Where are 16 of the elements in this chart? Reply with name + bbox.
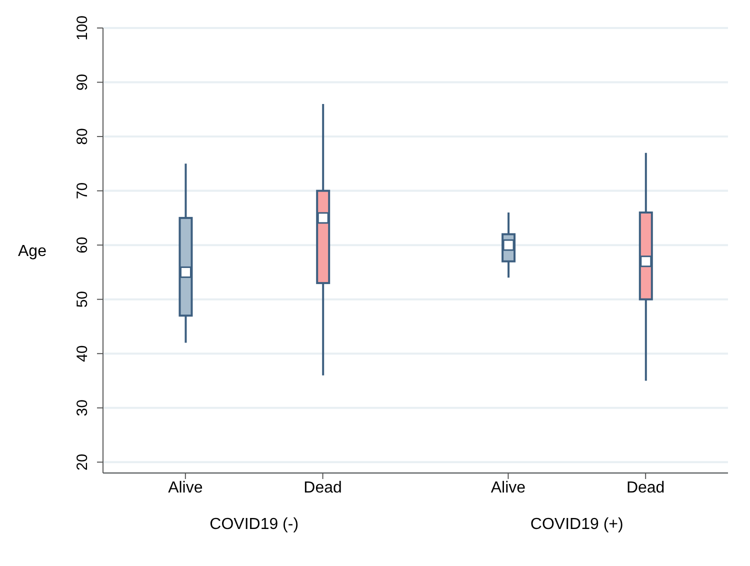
y-tick-label: 50 [74, 291, 91, 308]
y-tick-label: 70 [74, 182, 91, 200]
x-tick-label: Dead [626, 479, 665, 496]
y-tick-label: 40 [74, 345, 91, 362]
y-tick-label: 60 [74, 236, 91, 254]
y-axis-title: Age [18, 243, 47, 260]
text: COVID19 (-) [208, 516, 300, 534]
x-tick-label: Alive [490, 479, 526, 496]
y-tick-label: 30 [74, 400, 91, 416]
y-tick-label: 20 [74, 454, 91, 470]
x-tick-label: Alive [168, 479, 203, 496]
x-tick-label: Dead [304, 479, 342, 496]
y-tick-label: 90 [74, 74, 91, 91]
y-tick-label: 80 [74, 128, 91, 145]
y-tick-label: 100 [74, 15, 91, 41]
text: COVID19 (+) [529, 516, 624, 534]
